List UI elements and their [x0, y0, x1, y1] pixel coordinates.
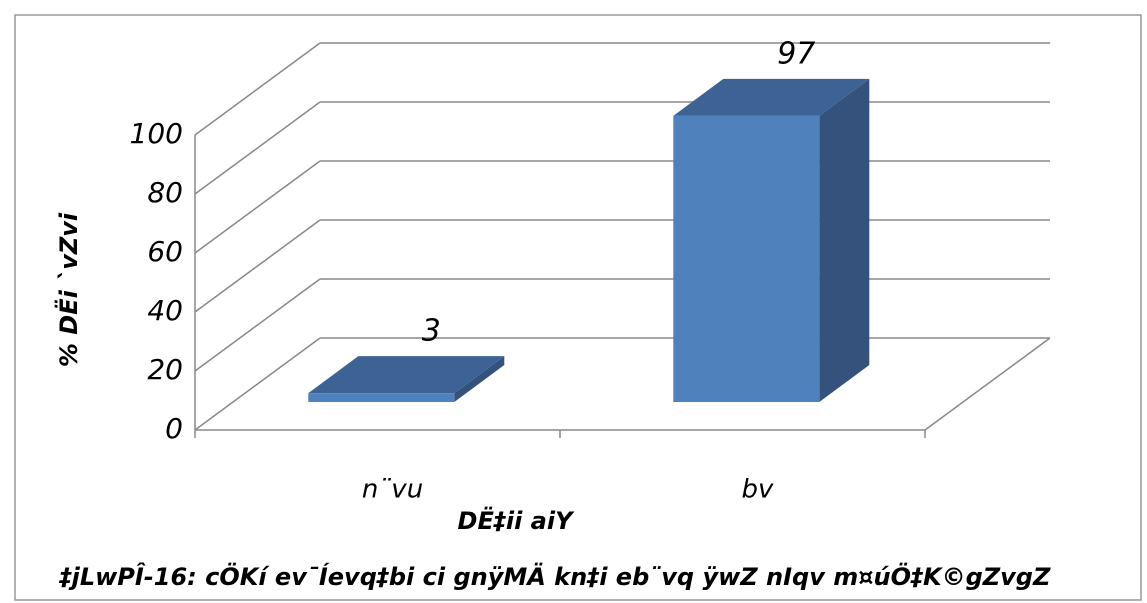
bar-top — [673, 78, 870, 116]
y-tick-label: 100 — [130, 117, 183, 150]
grid-line — [194, 160, 321, 254]
bar-side — [454, 356, 505, 402]
grid-line — [194, 219, 321, 313]
grid-line — [194, 337, 321, 431]
y-tick-label: 20 — [147, 353, 183, 386]
bar-side — [819, 78, 870, 402]
frame — [14, 14, 1142, 601]
x-tick-label: bv — [742, 475, 775, 505]
bar — [673, 115, 820, 402]
grid-line — [194, 42, 321, 136]
axis-line — [924, 337, 1051, 431]
x-tick-label: n¨vu — [362, 475, 423, 505]
value-label: 3 — [422, 314, 441, 349]
y-tick-label: 0 — [165, 412, 183, 445]
y-tick-label: 60 — [147, 235, 183, 268]
y-tick-label: 40 — [147, 294, 183, 327]
y-axis-title: % DËi `vZvi — [54, 212, 83, 367]
bar-top — [308, 356, 505, 394]
value-label: 97 — [777, 36, 815, 71]
grid-line — [194, 278, 321, 372]
x-axis-title: DË‡ii aiY — [458, 506, 576, 535]
caption: ‡jLwPÎ-16: cÖKí ev¯Íevq‡bi ci gnÿMÄ kn‡i… — [59, 561, 1051, 591]
bar — [308, 393, 455, 402]
grid-line — [194, 101, 321, 195]
y-tick-label: 80 — [147, 176, 183, 209]
